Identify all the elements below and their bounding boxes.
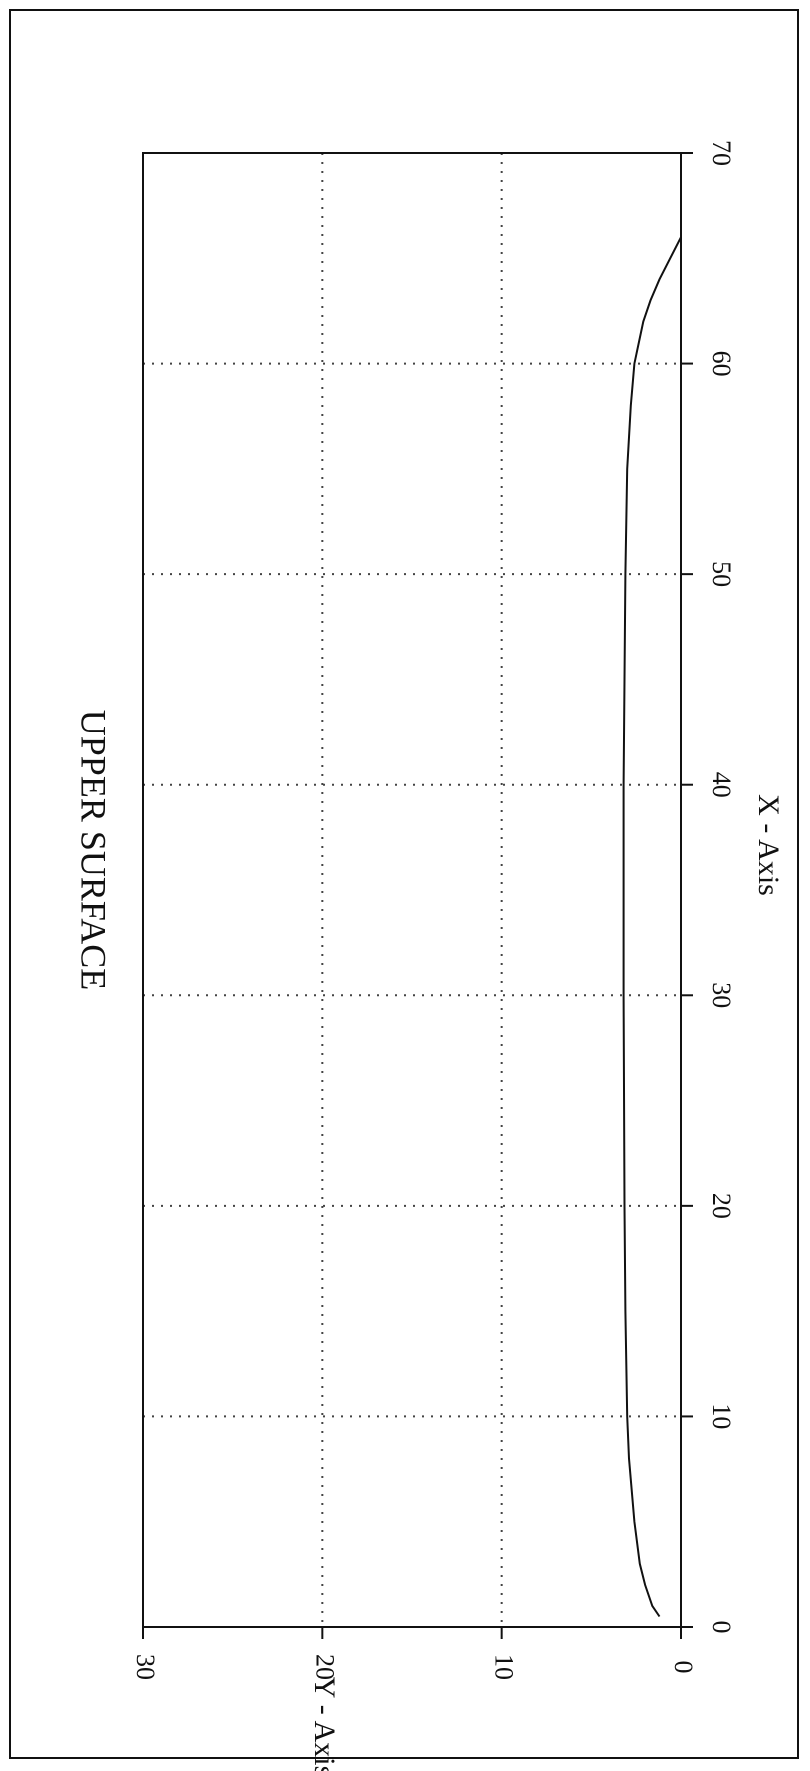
y-tick-label: 30 — [131, 1654, 160, 1680]
tick-marks — [142, 152, 693, 1639]
x-tick-label: 70 — [707, 140, 736, 166]
x-tick-label: 30 — [707, 982, 736, 1008]
series-line-upper-surface — [622, 236, 682, 1618]
x-tick-label: 0 — [707, 1621, 736, 1634]
y-tick-label: 0 — [669, 1661, 698, 1674]
x-tick-label: 20 — [707, 1193, 736, 1219]
y-axis-label: Y - Axis — [308, 1677, 341, 1771]
page-frame — [9, 9, 799, 1759]
y-tick-labels: 0 10 20 30 — [131, 1654, 698, 1680]
grid-lines — [143, 153, 681, 1627]
x-tick-label: 10 — [707, 1403, 736, 1429]
x-axis-label: X - Axis — [752, 794, 785, 896]
x-tick-label: 60 — [707, 351, 736, 377]
plot-area — [142, 152, 682, 1628]
x-tick-labels: 0 10 20 30 40 50 60 70 — [707, 140, 736, 1634]
chart-title: UPPER SURFACE — [74, 710, 114, 990]
y-tick-label: 20 — [310, 1654, 339, 1680]
x-tick-label: 50 — [707, 561, 736, 587]
y-tick-label: 10 — [490, 1654, 519, 1680]
x-tick-label: 40 — [707, 772, 736, 798]
